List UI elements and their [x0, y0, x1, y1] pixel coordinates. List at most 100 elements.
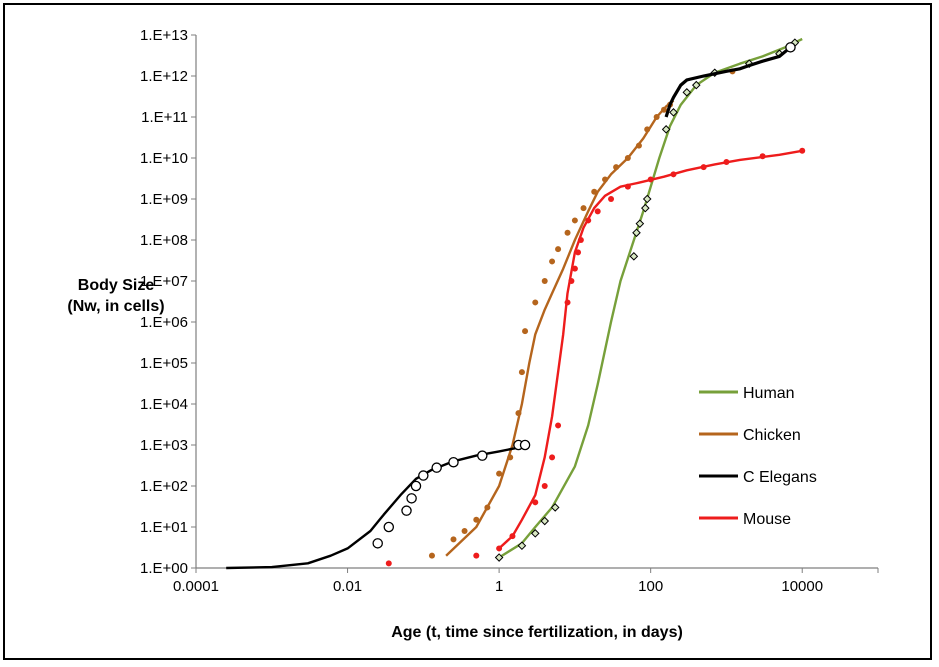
human-point: [540, 516, 550, 526]
legend-item-chicken: Chicken: [699, 427, 801, 444]
y-tick-label: 1.E+06: [140, 314, 188, 331]
y-axis-title-line2: (Nw, in cells): [67, 298, 164, 315]
mouse-point: [608, 196, 615, 202]
legend-label: C Elegans: [743, 469, 817, 486]
y-tick-label: 1.E+02: [140, 478, 188, 495]
mouse-point: [571, 265, 578, 272]
mouse-point: [496, 545, 503, 552]
c-elegans-point: [418, 470, 429, 481]
chicken-point: [461, 527, 468, 534]
mouse-point: [385, 560, 392, 567]
mouse-point: [509, 533, 516, 540]
mouse-point: [541, 483, 548, 489]
mouse-point: [473, 552, 480, 559]
human-point: [669, 108, 678, 117]
mouse-point: [577, 237, 584, 243]
legend-label: Human: [743, 385, 795, 402]
chicken-point: [532, 299, 539, 306]
chicken-point: [522, 328, 529, 335]
chicken-point: [613, 164, 620, 171]
mouse-point: [594, 208, 601, 215]
y-tick-label: 1.E+07: [140, 273, 188, 290]
c-elegans-point: [383, 521, 395, 533]
mouse-point: [670, 171, 677, 178]
plot-area: 1.E+00 1.E+01 1.E+02 1.E+03 1.E+04 1.E+05 1.E+…: [140, 27, 879, 595]
chicken-point: [507, 454, 514, 461]
human-point: [661, 125, 671, 134]
y-tick-label: 1.E+10: [140, 150, 188, 167]
mouse-series: [385, 147, 806, 567]
c-elegans-series: [226, 42, 796, 570]
mouse-point: [532, 499, 539, 506]
human-point: [494, 553, 504, 562]
mouse-point: [549, 454, 556, 461]
x-tick-label: 0.0001: [173, 578, 219, 595]
chicken-point: [541, 278, 548, 284]
human-point: [550, 503, 560, 512]
chicken-point: [624, 155, 631, 161]
y-tick-label: 1.E+01: [140, 519, 188, 536]
chicken-point: [555, 246, 562, 253]
legend-label: Chicken: [743, 427, 801, 444]
y-tick-label: 1.E+13: [140, 27, 188, 44]
chicken-point: [580, 205, 587, 212]
chicken-point: [496, 470, 503, 477]
c-elegans-point: [448, 456, 459, 468]
chicken-point: [653, 114, 660, 120]
y-axis-ticks: 1.E+00 1.E+01 1.E+02 1.E+03 1.E+04 1.E+05 1.E+…: [140, 27, 196, 577]
c-elegans-point: [401, 505, 412, 516]
x-axis-title: Age (t, time since fertilization, in day…: [391, 624, 683, 641]
chicken-point: [549, 258, 556, 265]
chicken-point: [450, 536, 457, 543]
y-tick-label: 1.E+11: [141, 109, 188, 126]
chart-frame: [3, 3, 932, 660]
legend-item-mouse: Mouse: [699, 511, 791, 528]
x-tick-label: 10000: [781, 578, 823, 595]
mouse-point: [585, 217, 592, 224]
x-tick-label: 1: [495, 578, 503, 595]
chicken-point: [644, 126, 651, 133]
c-elegans-point: [406, 493, 417, 504]
y-tick-label: 1.E+08: [140, 232, 188, 249]
mouse-point: [575, 249, 582, 256]
human-point: [691, 80, 701, 90]
y-axis-title-line1: Body Size: [78, 277, 155, 294]
mouse-point: [723, 158, 730, 165]
chicken-point: [571, 217, 578, 224]
mouse-point: [624, 183, 631, 190]
human-point: [682, 88, 692, 97]
x-tick-label: 100: [638, 578, 663, 595]
human-point: [641, 203, 650, 213]
human-line: [498, 37, 803, 559]
c-elegans-adult-point: [785, 42, 796, 53]
c-elegans-line: [226, 445, 523, 570]
y-tick-label: 1.E+03: [140, 437, 188, 454]
c-elegans-point: [477, 450, 488, 461]
y-tick-label: 1.E+09: [140, 191, 188, 208]
legend-item-c-elegans: C Elegans: [699, 469, 817, 486]
c-elegans-adult-line: [664, 46, 792, 118]
y-tick-label: 1.E+12: [140, 68, 188, 85]
human-point: [635, 219, 645, 228]
c-elegans-point: [431, 462, 442, 473]
mouse-point: [564, 299, 571, 306]
chicken-point: [564, 229, 571, 236]
human-point: [517, 541, 527, 551]
human-point: [632, 228, 641, 238]
human-point: [642, 194, 652, 204]
series-layer: [226, 37, 806, 570]
legend-item-human: Human: [699, 385, 795, 402]
mouse-point: [647, 176, 654, 183]
x-axis-ticks: 0.0001 0.01 1 100 10000: [173, 568, 879, 595]
chicken-point: [635, 142, 642, 149]
mouse-point: [568, 278, 575, 284]
chicken-point: [591, 188, 598, 195]
mouse-point: [700, 164, 707, 171]
mouse-point: [759, 153, 766, 160]
human-point: [530, 529, 540, 538]
chicken-point: [473, 516, 480, 523]
legend: Human Chicken C Elegans Mouse: [699, 385, 817, 528]
chicken-line: [445, 99, 675, 557]
mouse-point: [799, 147, 806, 154]
